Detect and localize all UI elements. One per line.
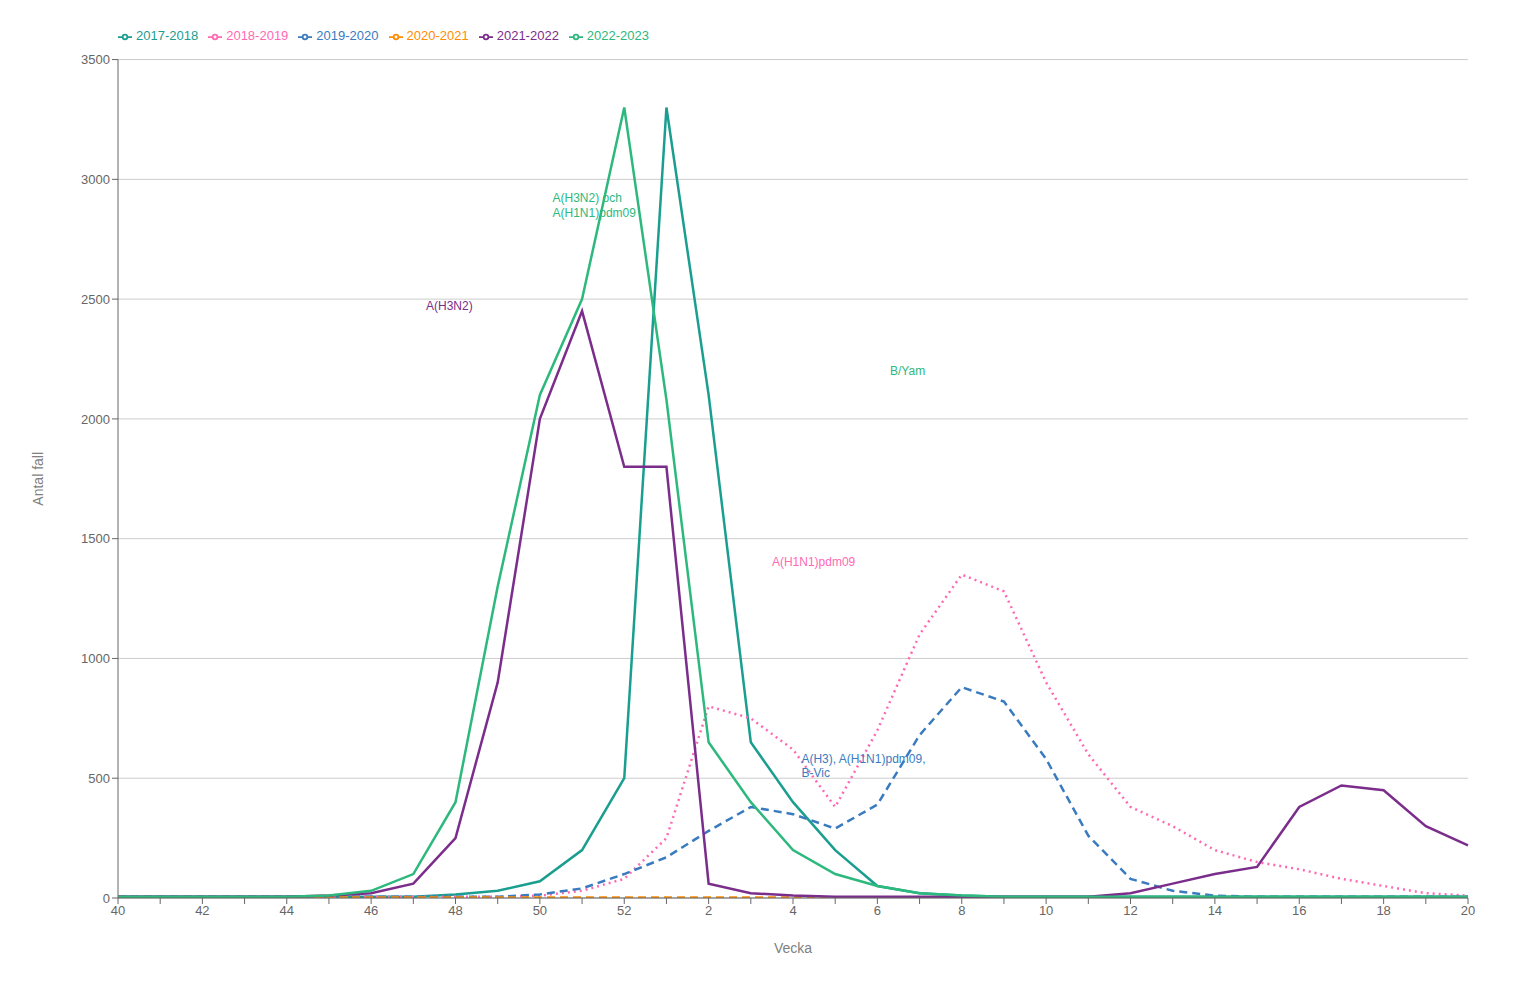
- svg-text:A(H3N2): A(H3N2): [426, 299, 473, 313]
- svg-text:A(H3), A(H1N1)pdm09,B-Vic: A(H3), A(H1N1)pdm09,B-Vic: [801, 752, 925, 780]
- svg-text:B/Yam: B/Yam: [890, 364, 925, 378]
- svg-text:2: 2: [705, 903, 712, 918]
- svg-text:500: 500: [88, 771, 110, 786]
- svg-text:50: 50: [533, 903, 547, 918]
- svg-text:1500: 1500: [81, 531, 110, 546]
- svg-text:Vecka: Vecka: [774, 940, 812, 956]
- html-text:2020-2021: 2020-2021: [406, 28, 469, 43]
- svg-text:2500: 2500: [81, 292, 110, 307]
- svg-text:12: 12: [1123, 903, 1137, 918]
- svg-text:1000: 1000: [81, 651, 110, 666]
- svg-text:2000: 2000: [81, 412, 110, 427]
- svg-text:14: 14: [1208, 903, 1222, 918]
- svg-text:52: 52: [617, 903, 631, 918]
- svg-text:16: 16: [1292, 903, 1306, 918]
- html-text:2022-2023: 2022-2023: [586, 28, 649, 43]
- svg-text:0: 0: [103, 891, 110, 906]
- svg-text:48: 48: [448, 903, 462, 918]
- svg-text:4: 4: [789, 903, 796, 918]
- svg-text:44: 44: [280, 903, 294, 918]
- svg-text:40: 40: [111, 903, 125, 918]
- svg-text:42: 42: [195, 903, 209, 918]
- svg-text:10: 10: [1039, 903, 1053, 918]
- svg-text:8: 8: [958, 903, 965, 918]
- svg-text:Antal fall: Antal fall: [30, 452, 46, 506]
- html-text:2019-2020: 2019-2020: [316, 28, 379, 43]
- svg-text:3000: 3000: [81, 172, 110, 187]
- html-text:2017-2018: 2017-2018: [136, 28, 199, 43]
- svg-text:6: 6: [874, 903, 881, 918]
- html-text:2018-2019: 2018-2019: [226, 28, 289, 43]
- svg-text:46: 46: [364, 903, 378, 918]
- svg-text:A(H3N2) ochA(H1N1)pdm09: A(H3N2) ochA(H1N1)pdm09: [553, 191, 637, 219]
- svg-text:3500: 3500: [81, 52, 110, 67]
- html-text:2021-2022: 2021-2022: [496, 28, 559, 43]
- svg-text:20: 20: [1461, 903, 1475, 918]
- svg-text:18: 18: [1376, 903, 1390, 918]
- svg-text:A(H1N1)pdm09: A(H1N1)pdm09: [772, 555, 856, 569]
